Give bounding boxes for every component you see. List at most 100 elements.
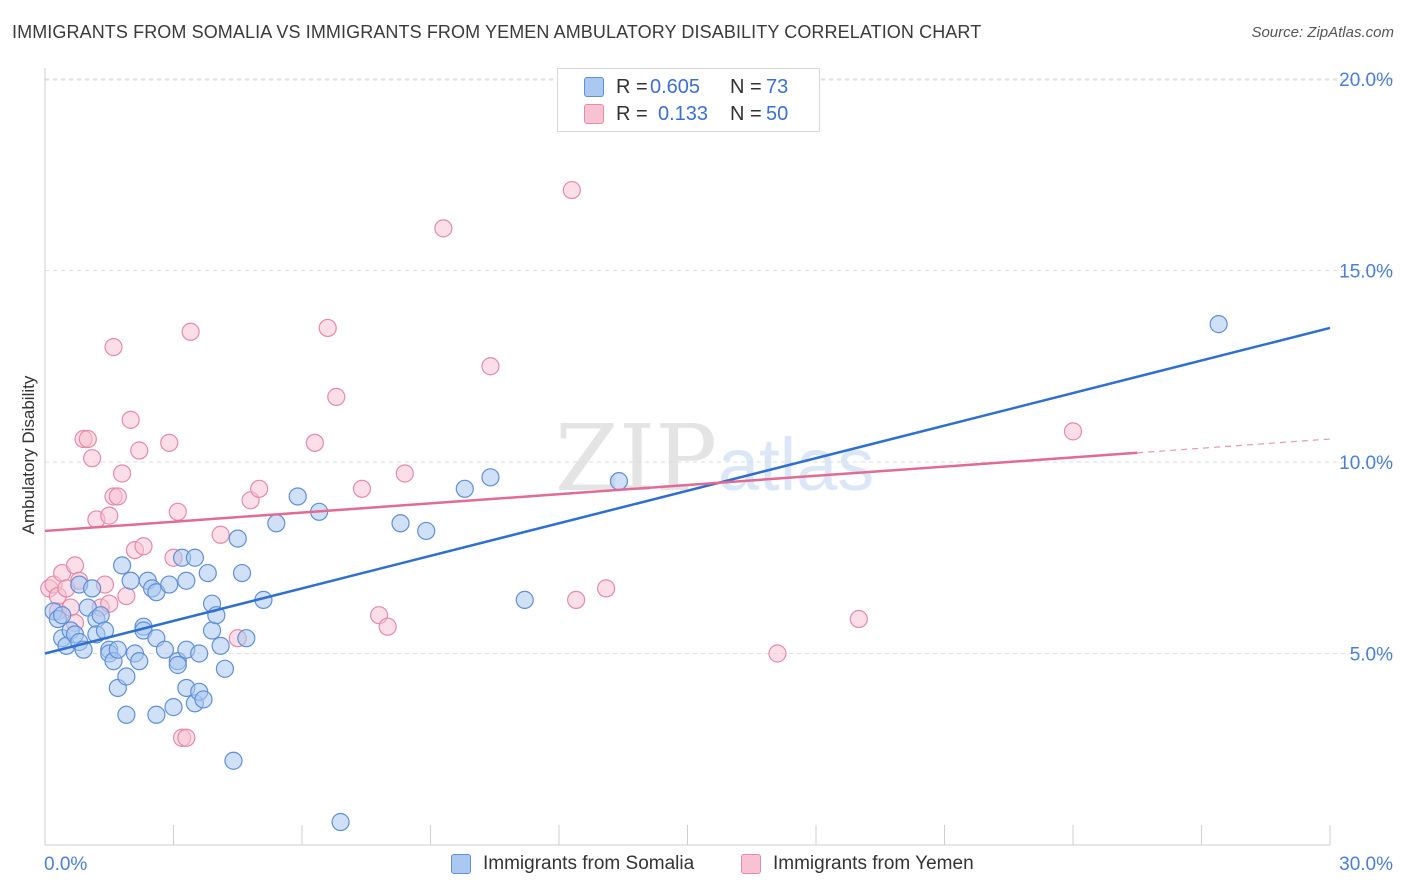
- x-tick-label: 30.0%: [1339, 854, 1393, 875]
- data-point-somalia: [391, 514, 410, 533]
- data-point-yemen: [378, 617, 397, 636]
- data-point-somalia: [147, 705, 166, 724]
- data-point-somalia: [53, 606, 72, 625]
- bottom-legend-swatch-yemen: [741, 854, 761, 874]
- legend-r-value: 0.133: [658, 102, 709, 125]
- data-point-somalia: [417, 521, 436, 541]
- data-point-somalia: [455, 479, 474, 498]
- data-point-yemen: [65, 556, 85, 575]
- data-point-yemen: [352, 479, 372, 498]
- legend-n-label: N =: [730, 75, 762, 98]
- series-somalia-points: [44, 315, 1228, 832]
- trend-line-somalia: [44, 326, 1331, 655]
- y-tick-label: 5.0%: [1350, 645, 1393, 666]
- data-point-somalia: [515, 590, 534, 609]
- data-point-yemen: [481, 357, 500, 376]
- data-point-somalia: [198, 563, 217, 583]
- data-point-somalia: [215, 659, 234, 678]
- data-point-somalia: [164, 698, 183, 717]
- data-point-yemen: [250, 479, 269, 498]
- data-point-somalia: [194, 690, 213, 709]
- data-point-somalia: [112, 556, 132, 575]
- data-point-yemen: [117, 586, 136, 606]
- source-label: Source: ZipAtlas.com: [1251, 24, 1394, 41]
- data-point-yemen: [327, 387, 346, 406]
- chart-title: IMMIGRANTS FROM SOMALIA VS IMMIGRANTS FR…: [12, 22, 982, 42]
- bottom-legend-somalia: Immigrants from Somalia: [451, 852, 694, 876]
- data-point-yemen: [112, 464, 132, 483]
- data-point-yemen: [395, 464, 414, 483]
- y-tick-label: 10.0%: [1339, 453, 1393, 474]
- data-point-somalia: [108, 640, 127, 659]
- legend-n-value: 73: [766, 75, 789, 98]
- y-tick-label: 20.0%: [1339, 70, 1393, 91]
- legend-row-somalia: R = 0.605 N = 73: [584, 75, 788, 99]
- data-point-yemen: [305, 433, 324, 452]
- data-point-somalia: [91, 606, 110, 625]
- data-point-yemen: [211, 525, 230, 544]
- watermark: ZIP atlas: [555, 405, 874, 512]
- data-point-yemen: [78, 429, 97, 449]
- watermark-atlas: atlas: [718, 423, 874, 506]
- data-point-yemen: [318, 318, 337, 338]
- data-point-somalia: [177, 571, 196, 590]
- legend-n-value: 50: [766, 102, 789, 125]
- legend-r-label: R =: [616, 75, 648, 98]
- data-point-somalia: [155, 640, 175, 659]
- legend-row-yemen: R = 0.133 N = 50: [584, 102, 788, 126]
- data-point-yemen: [562, 180, 581, 200]
- data-point-yemen: [1063, 422, 1083, 441]
- legend-n-label: N =: [730, 102, 762, 125]
- data-point-yemen: [83, 449, 102, 468]
- data-point-somalia: [190, 644, 209, 663]
- data-point-yemen: [104, 338, 123, 357]
- data-point-somalia: [160, 575, 179, 594]
- data-point-somalia: [609, 472, 629, 491]
- data-point-yemen: [849, 609, 868, 629]
- data-point-somalia: [237, 629, 256, 648]
- y-tick-label: 15.0%: [1339, 262, 1393, 283]
- data-point-yemen: [567, 590, 586, 609]
- legend-swatch-somalia: [584, 77, 604, 97]
- bottom-legend-swatch-somalia: [451, 854, 471, 874]
- data-point-yemen: [134, 537, 153, 556]
- data-point-somalia: [211, 636, 230, 655]
- legend-swatch-yemen: [584, 104, 604, 124]
- axis-ticks: 5.0% 10.0% 15.0% 20.0% 0.0% 30.0%: [44, 70, 1393, 875]
- data-point-yemen: [768, 644, 787, 663]
- data-point-yemen: [177, 728, 196, 747]
- trend-line-yemen-extension: [1137, 438, 1331, 454]
- data-point-somalia: [185, 548, 205, 567]
- data-point-somalia: [232, 563, 252, 583]
- data-point-somalia: [117, 667, 136, 686]
- trend-line-yemen: [44, 451, 1138, 533]
- x-tick-label: 0.0%: [44, 854, 87, 875]
- data-point-yemen: [160, 433, 179, 452]
- bottom-legend-label-somalia: Immigrants from Somalia: [483, 853, 695, 874]
- data-point-somalia: [224, 751, 243, 770]
- data-point-somalia: [267, 514, 286, 533]
- data-point-somalia: [481, 468, 500, 487]
- data-point-yemen: [108, 487, 127, 506]
- bottom-legend-label-yemen: Immigrants from Yemen: [773, 853, 974, 874]
- legend-r-value: 0.605: [650, 75, 701, 98]
- bottom-legend-yemen: Immigrants from Yemen: [741, 852, 974, 876]
- data-point-somalia: [288, 487, 307, 506]
- data-point-somalia: [121, 571, 140, 590]
- watermark-zip: ZIP: [555, 405, 717, 512]
- data-point-somalia: [83, 579, 102, 598]
- data-point-yemen: [434, 219, 453, 238]
- legend-r-label: R =: [616, 102, 648, 125]
- data-point-somalia: [130, 652, 149, 671]
- data-point-somalia: [1209, 315, 1228, 334]
- data-point-yemen: [130, 441, 149, 460]
- data-point-yemen: [597, 579, 616, 598]
- data-point-yemen: [168, 502, 187, 521]
- data-point-yemen: [121, 410, 140, 429]
- data-point-somalia: [331, 812, 350, 832]
- data-point-somalia: [117, 705, 136, 724]
- data-point-yemen: [100, 506, 119, 525]
- data-point-yemen: [181, 322, 200, 341]
- trend-lines: [44, 326, 1331, 655]
